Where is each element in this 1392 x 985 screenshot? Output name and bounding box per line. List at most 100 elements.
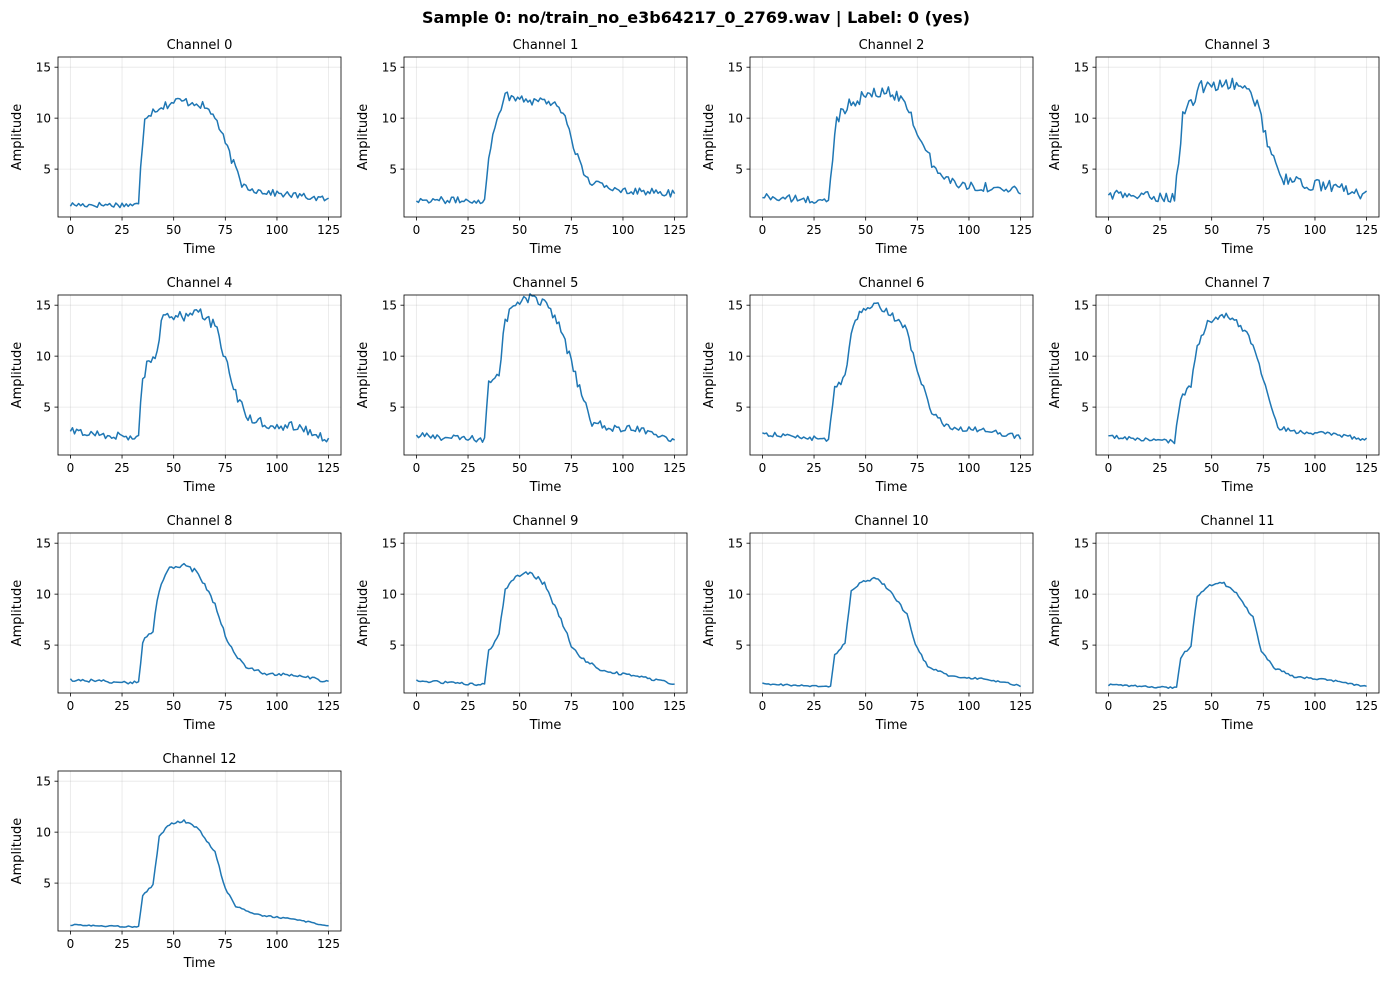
series-line xyxy=(70,819,329,928)
y-tick-label: 15 xyxy=(36,775,51,789)
x-tick-label: 25 xyxy=(806,223,821,237)
plot-area xyxy=(1096,533,1379,693)
plot-area xyxy=(404,533,687,693)
subplot-title: Channel 10 xyxy=(854,514,928,529)
x-axis-label: Time xyxy=(875,242,908,257)
figure-title: Sample 0: no/train_no_e3b64217_0_2769.wa… xyxy=(422,8,970,28)
x-tick-label: 125 xyxy=(317,699,340,713)
subplot-channel-0: 0 25 50 75 100 125 5 10 15 Channel 0 Time Amplitude xyxy=(10,38,342,257)
x-tick-label: 100 xyxy=(958,223,981,237)
x-tick-label: 75 xyxy=(910,461,925,475)
axes-frame xyxy=(749,56,1034,218)
x-tick-label: 25 xyxy=(460,461,475,475)
y-tick-label: 15 xyxy=(382,61,397,75)
y-tick-label: 5 xyxy=(735,163,743,177)
x-tick-label: 25 xyxy=(460,699,475,713)
x-tick-label: 0 xyxy=(413,223,421,237)
x-tick-label: 125 xyxy=(1009,223,1032,237)
x-tick-label: 125 xyxy=(1355,223,1378,237)
subplot-channel-10: 0 25 50 75 100 125 5 10 15 Channel 10 Time Amplitud… xyxy=(702,514,1034,733)
plot-area xyxy=(750,533,1033,693)
y-tick-label: 10 xyxy=(36,112,51,126)
x-tick-label: 50 xyxy=(858,223,873,237)
x-tick-label: 0 xyxy=(67,223,75,237)
plot-area xyxy=(404,295,687,455)
y-tick-label: 5 xyxy=(735,401,743,415)
x-tick-label: 125 xyxy=(317,937,340,951)
x-tick-label: 75 xyxy=(1256,223,1271,237)
x-tick-label: 125 xyxy=(1009,699,1032,713)
y-tick-label: 15 xyxy=(728,299,743,313)
y-tick-label: 10 xyxy=(36,826,51,840)
x-tick-label: 50 xyxy=(512,699,527,713)
y-tick-label: 5 xyxy=(389,401,397,415)
y-tick-label: 5 xyxy=(1081,163,1089,177)
axes-frame xyxy=(57,532,342,694)
x-tick-label: 125 xyxy=(1355,699,1378,713)
x-tick-label: 75 xyxy=(564,223,579,237)
x-tick-label: 0 xyxy=(1105,461,1113,475)
subplot-channel-9: 0 25 50 75 100 125 5 10 15 Channel 9 Time Amplitude xyxy=(356,514,688,733)
plot-area xyxy=(58,771,341,931)
y-axis-label: Amplitude xyxy=(702,342,717,409)
plot-area xyxy=(750,295,1033,455)
x-axis-label: Time xyxy=(529,242,562,257)
axes-frame xyxy=(749,294,1034,456)
axes-frame xyxy=(57,770,342,932)
y-tick-label: 15 xyxy=(1074,537,1089,551)
y-tick-label: 15 xyxy=(382,537,397,551)
x-tick-label: 125 xyxy=(317,461,340,475)
x-axis-label: Time xyxy=(529,480,562,495)
y-tick-label: 5 xyxy=(1081,639,1089,653)
x-tick-label: 25 xyxy=(114,937,129,951)
y-axis-label: Amplitude xyxy=(1048,342,1063,409)
x-tick-label: 25 xyxy=(114,461,129,475)
x-tick-label: 100 xyxy=(266,223,289,237)
x-axis-label: Time xyxy=(875,480,908,495)
subplot-channel-1: 0 25 50 75 100 125 5 10 15 Channel 1 Time Amplitude xyxy=(356,38,688,257)
plot-area xyxy=(58,295,341,455)
axes-frame xyxy=(1095,532,1380,694)
x-tick-label: 50 xyxy=(1204,461,1219,475)
subplot-title: Channel 2 xyxy=(859,38,925,53)
x-tick-label: 75 xyxy=(564,699,579,713)
y-tick-label: 15 xyxy=(728,61,743,75)
y-axis-label: Amplitude xyxy=(356,580,371,647)
y-axis-label: Amplitude xyxy=(356,104,371,171)
x-tick-label: 75 xyxy=(910,699,925,713)
y-tick-label: 10 xyxy=(728,350,743,364)
y-tick-label: 10 xyxy=(728,588,743,602)
y-axis-label: Amplitude xyxy=(702,580,717,647)
x-tick-label: 25 xyxy=(114,223,129,237)
x-tick-label: 125 xyxy=(1009,461,1032,475)
series-line xyxy=(69,97,329,209)
axes-frame xyxy=(403,56,688,218)
y-axis-label: Amplitude xyxy=(10,580,25,647)
x-tick-label: 0 xyxy=(759,461,767,475)
series-line xyxy=(415,293,676,443)
subplot-title: Channel 3 xyxy=(1205,38,1271,53)
series-line xyxy=(762,302,1022,442)
subplot-title: Channel 5 xyxy=(513,276,579,291)
y-tick-label: 5 xyxy=(43,401,51,415)
y-tick-label: 10 xyxy=(728,112,743,126)
axes-frame xyxy=(403,294,688,456)
x-tick-label: 50 xyxy=(858,461,873,475)
x-tick-label: 50 xyxy=(512,461,527,475)
subplot-channel-3: 0 25 50 75 100 125 5 10 15 Channel 3 Time Amplitude xyxy=(1048,38,1380,257)
x-axis-label: Time xyxy=(875,718,908,733)
x-tick-label: 25 xyxy=(806,699,821,713)
series-line xyxy=(1108,312,1368,445)
y-tick-label: 5 xyxy=(735,639,743,653)
series-line xyxy=(762,576,1021,688)
x-tick-label: 0 xyxy=(67,937,75,951)
x-axis-label: Time xyxy=(183,956,216,971)
x-tick-label: 100 xyxy=(958,699,981,713)
y-tick-label: 5 xyxy=(1081,401,1089,415)
x-tick-label: 125 xyxy=(317,223,340,237)
y-tick-label: 15 xyxy=(382,299,397,313)
x-tick-label: 25 xyxy=(1152,699,1167,713)
x-tick-label: 100 xyxy=(266,461,289,475)
